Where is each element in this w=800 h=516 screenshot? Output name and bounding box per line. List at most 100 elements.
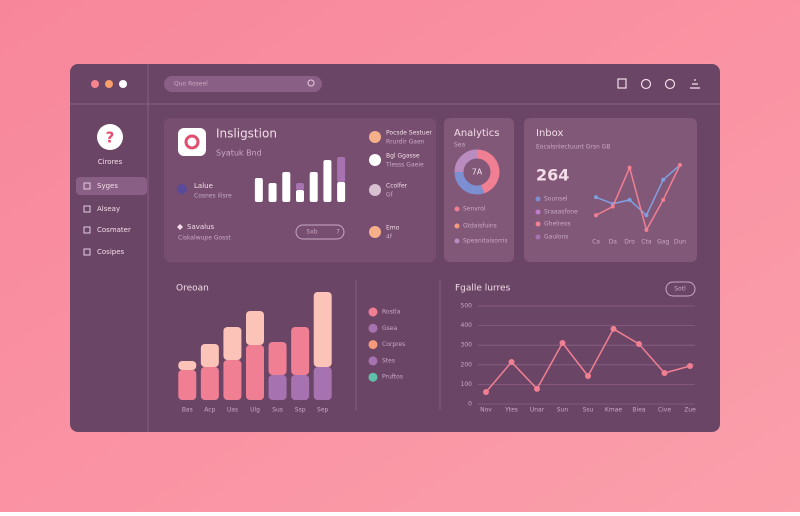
legend-dot — [454, 223, 460, 229]
legend-dot — [454, 238, 460, 244]
x-tick-label: Kmae — [605, 407, 622, 414]
point — [610, 325, 617, 332]
toolbar-icon[interactable] — [617, 78, 627, 89]
bar — [178, 370, 197, 400]
toolbar-icon[interactable] — [664, 78, 676, 90]
legend-label: Stes — [382, 357, 395, 364]
donut-segment — [454, 149, 478, 173]
x-tick-label: Ytes — [504, 407, 518, 414]
bar — [223, 327, 242, 360]
bar — [296, 190, 304, 202]
point — [644, 213, 649, 218]
window-dot[interactable] — [105, 80, 113, 88]
button[interactable] — [295, 224, 345, 240]
x-tick-label: Sus — [272, 407, 283, 414]
button[interactable] — [665, 281, 696, 297]
button-label: Sxb — [306, 229, 317, 236]
avatar — [369, 154, 381, 166]
section-title: Oreoan — [176, 284, 209, 294]
y-tick-label: 200 — [461, 361, 473, 368]
x-tick-label: Sep — [317, 407, 329, 414]
donut-center: 7A — [472, 168, 483, 177]
button-count: 7 — [336, 229, 340, 236]
point — [636, 341, 642, 348]
menu-icon — [83, 248, 91, 256]
search-text: Quo Roseel — [174, 81, 208, 88]
bar — [291, 375, 310, 400]
window-dot[interactable] — [119, 80, 127, 88]
x-tick-label: Bas — [182, 407, 193, 414]
bar — [254, 178, 263, 202]
legend-dot — [368, 307, 378, 317]
legend-dot — [454, 206, 460, 212]
bar — [291, 327, 310, 375]
point — [585, 372, 591, 379]
search-box[interactable] — [164, 76, 322, 92]
contact-name: Bgl Ggasse — [386, 153, 420, 160]
legend-dot — [368, 356, 378, 366]
x-tick-label: Sun — [557, 407, 569, 414]
bar — [200, 344, 219, 367]
menu-item[interactable]: Cosmater — [97, 226, 131, 234]
x-tick-label: Uas — [227, 407, 238, 414]
legend-label: Sounsel — [544, 196, 568, 203]
point — [594, 195, 598, 200]
line — [595, 164, 681, 217]
x-tick-label: Zue — [684, 407, 696, 414]
menu-item[interactable]: Syges — [97, 182, 118, 190]
stat-label: Savalus — [187, 223, 215, 231]
window-dot[interactable] — [91, 80, 99, 88]
line — [595, 164, 681, 232]
app-logo — [97, 124, 123, 150]
stat-label: Lalue — [194, 182, 213, 190]
x-tick-label: Ssp — [295, 407, 306, 414]
menu-icon — [83, 205, 91, 213]
bar — [313, 367, 332, 400]
legend-label: Rostla — [382, 309, 401, 316]
legend-label: Sraaasfone — [544, 209, 578, 216]
y-tick-label: 100 — [461, 381, 473, 388]
point — [661, 197, 666, 202]
bar — [309, 172, 318, 202]
point — [559, 340, 566, 347]
card-title: Insligstion — [216, 127, 277, 141]
x-tick-label: Gag — [657, 239, 669, 246]
bar — [200, 367, 219, 400]
avatar — [369, 226, 381, 238]
avatar — [369, 184, 381, 196]
x-tick-label: Da — [609, 239, 618, 246]
toolbar-icon[interactable] — [690, 79, 700, 89]
search-icon[interactable] — [307, 79, 315, 87]
legend-label: Gaulons — [544, 234, 568, 241]
bar — [268, 183, 277, 202]
x-tick-label: Unar — [530, 407, 545, 414]
menu-icon — [83, 182, 91, 190]
point — [627, 197, 632, 202]
menu-item[interactable]: Cosipes — [97, 248, 125, 256]
avatar — [369, 131, 381, 143]
point — [483, 389, 489, 396]
contact-detail: Tlesss Gaeie — [385, 162, 424, 169]
bar — [268, 375, 287, 400]
point — [678, 163, 682, 167]
legend-label: Senvrol — [463, 206, 486, 213]
legend-label: Gtdaisfuins — [463, 223, 497, 230]
legend-label: Speanitaisorris — [463, 238, 508, 245]
card-icon — [178, 128, 206, 156]
y-tick-label: 500 — [461, 303, 473, 310]
x-tick-label: Cta — [641, 239, 652, 246]
toolbar-icon[interactable] — [640, 78, 652, 90]
menu-item[interactable]: Alseay — [97, 205, 120, 213]
legend-label: Gsea — [382, 325, 397, 332]
card-title: Inbox — [536, 128, 563, 139]
card-subtitle: Syatuk Bnd — [216, 149, 262, 158]
stat-sub: Cosnes ilisre — [194, 193, 232, 200]
x-tick-label: Ssu — [583, 407, 594, 414]
button-label: Sotl — [674, 286, 686, 293]
card — [524, 118, 697, 262]
point — [508, 359, 515, 366]
x-tick-label: Ulg — [250, 407, 260, 414]
legend-dot — [368, 323, 378, 333]
bar — [178, 361, 197, 370]
